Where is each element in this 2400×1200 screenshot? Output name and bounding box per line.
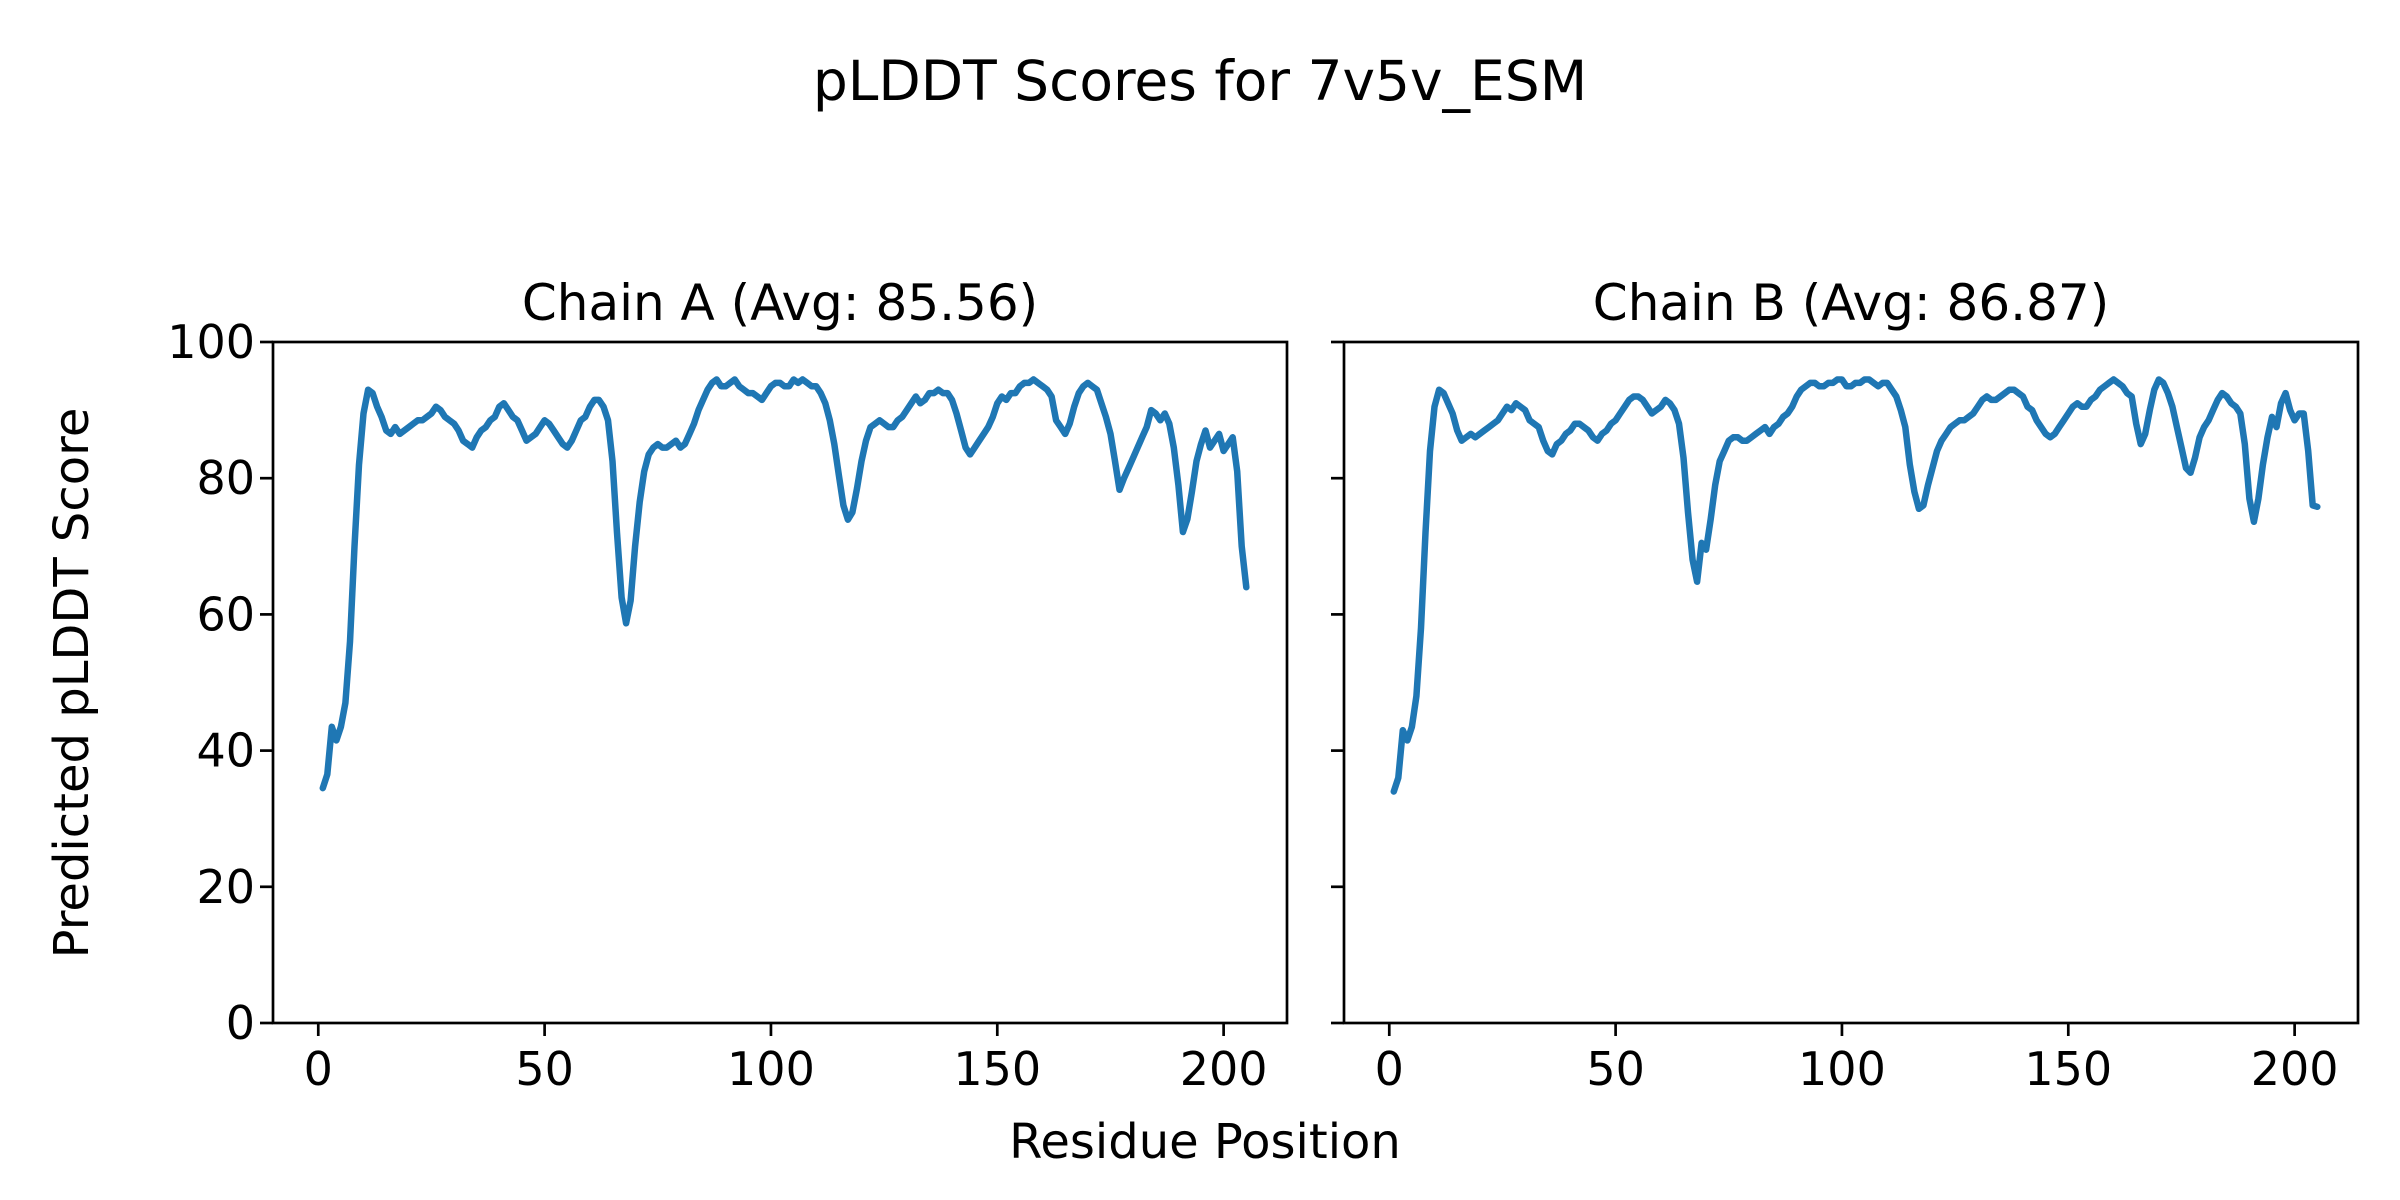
x-tick-label: 150 bbox=[2024, 1042, 2112, 1096]
y-tick-label: 100 bbox=[167, 315, 255, 369]
y-axis-label: Predicted pLDDT Score bbox=[44, 408, 100, 959]
chain-a-axes: Chain A (Avg: 85.56) 0 50 100 150 200 0 20 40 60… bbox=[167, 274, 1289, 1096]
x-tick-label: 100 bbox=[727, 1042, 815, 1096]
x-tick-label: 50 bbox=[1586, 1042, 1645, 1096]
y-tick-label: 60 bbox=[196, 587, 255, 641]
y-tick-label: 40 bbox=[196, 724, 255, 778]
chain-a-title: Chain A (Avg: 85.56) bbox=[522, 274, 1038, 332]
figure-title: pLDDT Scores for 7v5v_ESM bbox=[813, 49, 1587, 113]
x-tick-label: 200 bbox=[2251, 1042, 2339, 1096]
x-tick-label: 0 bbox=[304, 1042, 333, 1096]
chain-b-title: Chain B (Avg: 86.87) bbox=[1593, 274, 2109, 332]
chain-a-plddt-line bbox=[319, 376, 1250, 792]
chain-a-ticks: 0 50 100 150 200 0 20 40 60 80 100 bbox=[167, 315, 1267, 1096]
x-tick-label: 0 bbox=[1375, 1042, 1404, 1096]
chain-b-plot-border bbox=[1342, 340, 2360, 1025]
x-tick-label: 100 bbox=[1798, 1042, 1886, 1096]
x-tick-label: 50 bbox=[515, 1042, 574, 1096]
chain-b-plddt-line bbox=[1390, 376, 2321, 795]
x-tick-label: 150 bbox=[953, 1042, 1041, 1096]
chain-b-axes: Chain B (Avg: 86.87) 0 50 100 150 200 bbox=[1331, 274, 2360, 1096]
y-tick-label: 20 bbox=[196, 860, 255, 914]
chain-a-plot-border bbox=[271, 340, 1289, 1025]
x-tick-label: 200 bbox=[1180, 1042, 1268, 1096]
x-axis-label: Residue Position bbox=[1009, 1114, 1401, 1170]
y-tick-label: 80 bbox=[196, 451, 255, 505]
chain-b-ticks: 0 50 100 150 200 bbox=[1331, 340, 2339, 1096]
y-tick-label: 0 bbox=[226, 996, 255, 1050]
